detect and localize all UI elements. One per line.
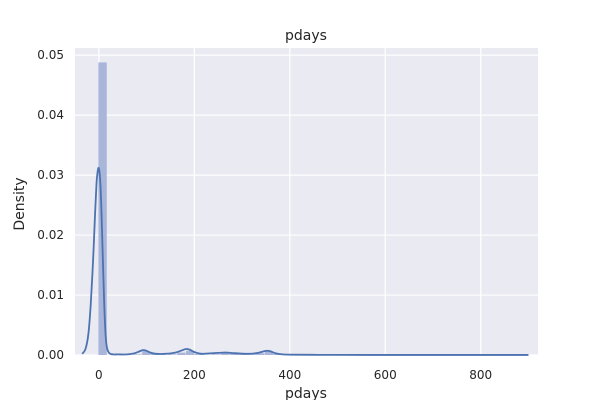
histogram-bar	[194, 353, 204, 355]
histogram-bar	[229, 353, 239, 355]
histogram-bar	[238, 354, 247, 355]
y-tick-label: 0.04	[37, 108, 64, 122]
x-tick-label: 600	[374, 368, 397, 382]
histogram-bar	[177, 352, 186, 355]
histogram-bar	[98, 62, 107, 355]
y-axis-label: Density	[12, 177, 28, 230]
x-tick-label: 0	[95, 368, 103, 382]
y-tick-label: 0.00	[37, 348, 64, 362]
x-tick-label: 800	[469, 368, 492, 382]
y-tick-label: 0.02	[37, 228, 64, 242]
histogram-bar	[256, 353, 265, 355]
histogram-bar	[142, 351, 151, 355]
histogram-bar	[212, 354, 221, 355]
chart-title: pdays	[285, 28, 327, 44]
kde-curve	[81, 166, 529, 356]
x-tick-label: 200	[183, 368, 206, 382]
y-tick-label: 0.03	[37, 168, 64, 182]
histogram-bar	[247, 354, 256, 355]
y-tick-label: 0.05	[37, 48, 64, 62]
histogram-bar	[133, 354, 142, 355]
y-tick-label: 0.01	[37, 288, 64, 302]
histogram-bar	[221, 353, 230, 355]
histogram-bar	[186, 350, 195, 355]
plot-area	[75, 48, 538, 355]
histogram-bar	[168, 354, 177, 355]
histogram-bar	[264, 352, 274, 355]
x-tick-label: 400	[278, 368, 301, 382]
x-axis-label: pdays	[285, 386, 327, 400]
